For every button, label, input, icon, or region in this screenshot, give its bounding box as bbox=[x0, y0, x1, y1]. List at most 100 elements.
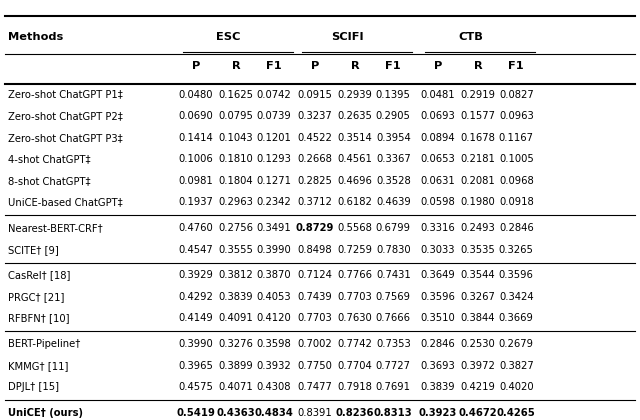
Text: 0.1810: 0.1810 bbox=[218, 154, 253, 164]
Text: R: R bbox=[351, 60, 359, 71]
Text: 0.0963: 0.0963 bbox=[499, 111, 534, 121]
Text: 0.3812: 0.3812 bbox=[218, 270, 253, 281]
Text: 0.2846: 0.2846 bbox=[420, 339, 455, 349]
Text: 0.2825: 0.2825 bbox=[298, 176, 332, 186]
Text: 0.4091: 0.4091 bbox=[218, 313, 253, 323]
Text: Zero-shot ChatGPT P1‡: Zero-shot ChatGPT P1‡ bbox=[8, 89, 123, 100]
Text: 0.2530: 0.2530 bbox=[461, 339, 495, 349]
Text: 0.4575: 0.4575 bbox=[179, 382, 213, 392]
Text: 0.1293: 0.1293 bbox=[257, 154, 292, 164]
Text: 0.2919: 0.2919 bbox=[461, 89, 495, 100]
Text: 0.1201: 0.1201 bbox=[257, 133, 292, 143]
Text: 0.7431: 0.7431 bbox=[376, 270, 411, 281]
Text: 0.4265: 0.4265 bbox=[497, 408, 536, 418]
Text: 0.7703: 0.7703 bbox=[298, 313, 332, 323]
Text: 0.4071: 0.4071 bbox=[218, 382, 253, 392]
Text: 0.3510: 0.3510 bbox=[420, 313, 455, 323]
Text: 0.3839: 0.3839 bbox=[219, 292, 253, 302]
Text: 0.3932: 0.3932 bbox=[257, 361, 291, 371]
Text: 0.7477: 0.7477 bbox=[298, 382, 332, 392]
Text: 0.3839: 0.3839 bbox=[420, 382, 455, 392]
Text: 0.4696: 0.4696 bbox=[338, 176, 372, 186]
Text: 0.7742: 0.7742 bbox=[338, 339, 372, 349]
Text: 0.4834: 0.4834 bbox=[255, 408, 294, 418]
Text: 0.0827: 0.0827 bbox=[499, 89, 534, 100]
Text: 0.8313: 0.8313 bbox=[374, 408, 413, 418]
Text: 0.7124: 0.7124 bbox=[298, 270, 332, 281]
Text: 0.3528: 0.3528 bbox=[376, 176, 411, 186]
Text: 0.1625: 0.1625 bbox=[218, 89, 253, 100]
Text: 0.5568: 0.5568 bbox=[338, 223, 372, 233]
Text: 0.8498: 0.8498 bbox=[298, 245, 332, 255]
Text: R: R bbox=[232, 60, 240, 71]
Text: 0.7259: 0.7259 bbox=[337, 245, 372, 255]
Text: 0.6799: 0.6799 bbox=[376, 223, 411, 233]
Text: 0.0690: 0.0690 bbox=[179, 111, 213, 121]
Text: 0.1577: 0.1577 bbox=[461, 111, 495, 121]
Text: P: P bbox=[434, 60, 442, 71]
Text: 0.4120: 0.4120 bbox=[257, 313, 291, 323]
Text: 0.0631: 0.0631 bbox=[420, 176, 455, 186]
Text: 0.8391: 0.8391 bbox=[298, 408, 332, 418]
Text: Zero-shot ChatGPT P3‡: Zero-shot ChatGPT P3‡ bbox=[8, 133, 122, 143]
Text: Methods: Methods bbox=[8, 32, 63, 42]
Text: 0.7750: 0.7750 bbox=[298, 361, 332, 371]
Text: 0.2668: 0.2668 bbox=[298, 154, 332, 164]
Text: 0.1414: 0.1414 bbox=[179, 133, 213, 143]
Text: P: P bbox=[310, 60, 319, 71]
Text: 0.7630: 0.7630 bbox=[338, 313, 372, 323]
Text: 0.3535: 0.3535 bbox=[461, 245, 495, 255]
Text: KMMG† [11]: KMMG† [11] bbox=[8, 361, 68, 371]
Text: 0.2635: 0.2635 bbox=[338, 111, 372, 121]
Text: 0.3598: 0.3598 bbox=[257, 339, 291, 349]
Text: DPJL† [15]: DPJL† [15] bbox=[8, 382, 59, 392]
Text: 0.3265: 0.3265 bbox=[499, 245, 534, 255]
Text: 0.2939: 0.2939 bbox=[338, 89, 372, 100]
Text: 0.2493: 0.2493 bbox=[461, 223, 495, 233]
Text: 0.0480: 0.0480 bbox=[179, 89, 213, 100]
Text: 0.3649: 0.3649 bbox=[420, 270, 455, 281]
Text: 0.7727: 0.7727 bbox=[376, 361, 411, 371]
Text: 0.1395: 0.1395 bbox=[376, 89, 411, 100]
Text: ESC: ESC bbox=[216, 32, 241, 42]
Text: 0.1678: 0.1678 bbox=[461, 133, 495, 143]
Text: Zero-shot ChatGPT P2‡: Zero-shot ChatGPT P2‡ bbox=[8, 111, 123, 121]
Text: 0.3929: 0.3929 bbox=[179, 270, 213, 281]
Text: 0.3990: 0.3990 bbox=[179, 339, 213, 349]
Text: 0.8236: 0.8236 bbox=[336, 408, 374, 418]
Text: 0.3669: 0.3669 bbox=[499, 313, 534, 323]
Text: 0.4149: 0.4149 bbox=[179, 313, 213, 323]
Text: 0.0915: 0.0915 bbox=[298, 89, 332, 100]
Text: 0.7353: 0.7353 bbox=[376, 339, 411, 349]
Text: 0.3990: 0.3990 bbox=[257, 245, 291, 255]
Text: 0.7569: 0.7569 bbox=[376, 292, 411, 302]
Text: 0.3693: 0.3693 bbox=[420, 361, 455, 371]
Text: 0.3514: 0.3514 bbox=[338, 133, 372, 143]
Text: SCITE† [9]: SCITE† [9] bbox=[8, 245, 58, 255]
Text: F1: F1 bbox=[508, 60, 524, 71]
Text: 0.3870: 0.3870 bbox=[257, 270, 291, 281]
Text: 0.4292: 0.4292 bbox=[179, 292, 213, 302]
Text: 0.3596: 0.3596 bbox=[420, 292, 455, 302]
Text: 0.0653: 0.0653 bbox=[420, 154, 455, 164]
Text: 0.2846: 0.2846 bbox=[499, 223, 534, 233]
Text: 0.3844: 0.3844 bbox=[461, 313, 495, 323]
Text: F1: F1 bbox=[266, 60, 282, 71]
Text: 0.4308: 0.4308 bbox=[257, 382, 291, 392]
Text: 0.3267: 0.3267 bbox=[461, 292, 495, 302]
Text: 0.3923: 0.3923 bbox=[419, 408, 457, 418]
Text: 0.4672: 0.4672 bbox=[459, 408, 497, 418]
Text: 0.4020: 0.4020 bbox=[499, 382, 534, 392]
Text: 0.3033: 0.3033 bbox=[420, 245, 455, 255]
Text: 0.3954: 0.3954 bbox=[376, 133, 411, 143]
Text: 0.0742: 0.0742 bbox=[257, 89, 291, 100]
Text: 0.7830: 0.7830 bbox=[376, 245, 411, 255]
Text: 0.2679: 0.2679 bbox=[499, 339, 534, 349]
Text: 0.2342: 0.2342 bbox=[257, 197, 291, 207]
Text: 0.7704: 0.7704 bbox=[338, 361, 372, 371]
Text: 0.7918: 0.7918 bbox=[338, 382, 372, 392]
Text: F1: F1 bbox=[385, 60, 401, 71]
Text: 0.3712: 0.3712 bbox=[298, 197, 332, 207]
Text: 0.0981: 0.0981 bbox=[179, 176, 213, 186]
Text: 0.1167: 0.1167 bbox=[499, 133, 534, 143]
